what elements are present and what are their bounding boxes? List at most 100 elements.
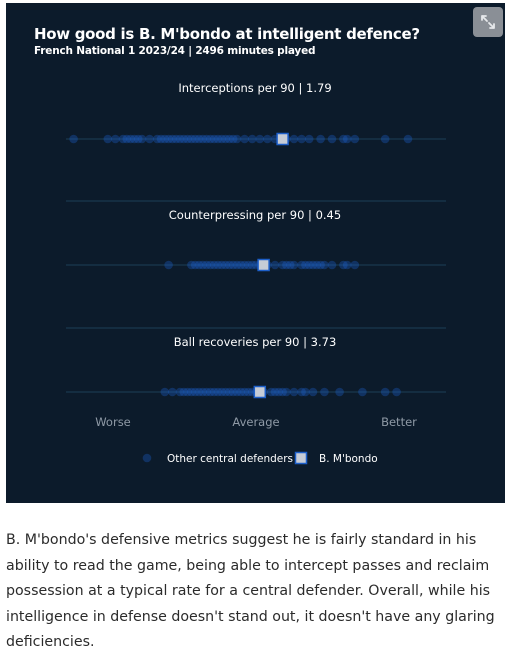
other-defender-dot [327,260,337,270]
other-defender-dot [209,387,219,397]
chart-card: How good is B. M'bondo at intelligent de… [6,3,505,503]
other-defender-dot [278,260,287,270]
other-defender-dot [289,134,299,144]
other-defender-dot [380,387,390,397]
other-defender-dot [171,134,181,144]
scale-label-better: Better [381,415,417,429]
other-defender-dot [198,260,208,270]
other-defender-dot [380,134,390,144]
other-defender-dot [327,134,337,144]
other-defender-dot [244,387,253,397]
other-defender-dot [350,134,360,144]
other-defender-dot [202,260,211,270]
other-defender-dot [266,387,276,397]
other-defender-dot [289,260,299,270]
other-defender-dot [198,134,208,144]
other-defender-dot [301,260,310,270]
player-marker[interactable] [276,132,289,146]
other-defender-dot [194,260,204,270]
other-defender-dot [255,134,265,144]
player-marker[interactable] [253,385,267,399]
other-defender-dot [285,260,295,270]
other-defender-dot [217,260,227,270]
other-defender-dot [202,387,211,397]
other-defender-dot [206,260,215,270]
other-defender-dot [126,134,135,144]
other-defender-dot [270,260,280,270]
dot-strip-chart: Interceptions per 90 | 1.79 Counterpressi… [66,81,446,465]
other-defender-dot [145,134,154,144]
other-defender-dot [308,260,318,270]
other-defender-dot [152,134,162,144]
other-defender-dot [111,134,120,144]
other-defender-dot [194,134,204,144]
other-defender-dot [282,260,291,270]
other-defender-dot [209,134,219,144]
other-defender-dot [232,134,242,144]
other-defender-dot [130,134,139,144]
other-defender-dot [358,387,367,397]
chart-subtitle: French National 1 2023/24 | 2496 minutes… [34,45,316,57]
legend-player-label: B. M'bondo [319,453,378,465]
other-defender-dot [392,387,401,397]
other-defender-dot [289,387,299,397]
other-defender-dot [274,387,284,397]
other-defender-dot [312,260,322,270]
other-defender-dot [228,387,238,397]
other-defender-dot [236,387,246,397]
legend-player-swatch [294,451,308,465]
other-defender-dot [221,260,230,270]
metric-label: Interceptions per 90 | 1.79 [178,81,331,95]
other-defender-dot [187,260,196,270]
other-defender-dot [240,387,249,397]
other-defender-dot [168,387,177,397]
other-defender-dot [190,387,200,397]
chart-caption: B. M'bondo's defensive metrics suggest h… [6,532,495,650]
other-defender-dot [247,134,257,144]
other-defender-dot [304,260,314,270]
other-defender-dot [282,387,291,397]
other-defender-dot [350,260,360,270]
other-defender-dot [187,387,196,397]
other-defender-dot [228,260,238,270]
legend-others-label: Other central defenders [167,453,293,465]
other-defender-dot [160,134,170,144]
other-defender-dot [156,134,166,144]
expand-button[interactable] [473,7,503,37]
other-defender-dot [342,260,352,270]
other-defender-dot [304,134,314,144]
other-defender-dot [236,260,246,270]
other-defender-dot [228,134,238,144]
other-defender-dot [213,134,223,144]
other-defender-dot [297,387,306,397]
other-defender-dot [240,260,249,270]
other-defender-dot [69,134,78,144]
other-defender-dot [403,134,413,144]
other-defender-dot [118,134,128,144]
other-defender-dot [320,260,329,270]
other-defender-dot [225,134,234,144]
other-defender-dot [297,134,306,144]
other-defender-dot [190,134,200,144]
other-defender-dot [133,134,143,144]
other-defender-dot [308,387,318,397]
other-defender-dot [164,260,173,270]
legend-dot-swatch [142,453,152,463]
other-defender-dot [301,387,310,397]
other-defender-dot [213,387,223,397]
other-defender-dot [198,387,208,397]
other-defender-dot [179,387,189,397]
other-defender-dot [270,387,280,397]
other-defender-dot [209,260,219,270]
other-defender-dot [179,134,189,144]
metric-label: Counterpressing per 90 | 0.45 [169,208,341,222]
other-defender-dot [213,260,223,270]
other-defender-dot [263,134,272,144]
other-defender-dot [232,260,242,270]
other-defender-dot [316,134,325,144]
other-defender-dot [221,134,230,144]
player-marker[interactable] [257,258,270,272]
scale-label-average: Average [232,415,279,429]
metric-label: Ball recoveries per 90 | 3.73 [174,335,337,349]
other-defender-dot [232,387,242,397]
